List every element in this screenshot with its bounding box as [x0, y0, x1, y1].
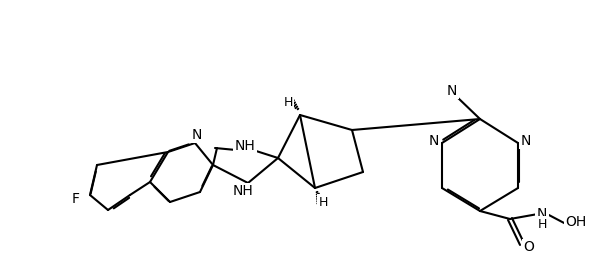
Text: N: N [537, 207, 547, 221]
Text: O: O [523, 240, 535, 254]
Text: N: N [447, 84, 457, 98]
Text: N: N [521, 134, 531, 148]
Text: NH: NH [235, 139, 255, 153]
Text: NH: NH [233, 184, 254, 198]
Text: H: H [318, 196, 328, 209]
Text: N: N [192, 128, 202, 142]
Text: OH: OH [565, 215, 587, 229]
Text: H: H [283, 97, 293, 110]
Text: F: F [72, 192, 80, 206]
Text: N: N [429, 134, 439, 148]
Text: H: H [538, 218, 546, 231]
